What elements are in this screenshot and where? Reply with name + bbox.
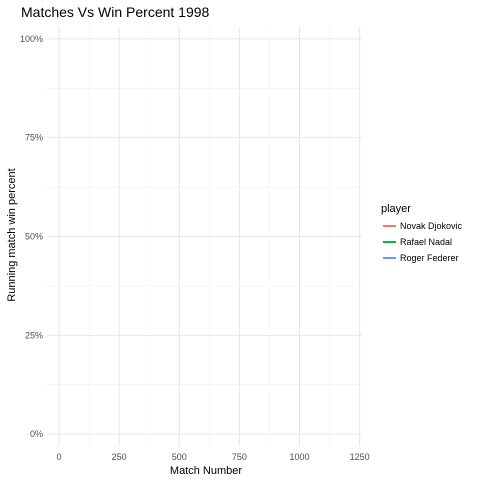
legend-label: Rafael Nadal — [400, 237, 452, 247]
y-tick-label: 25% — [25, 330, 43, 340]
x-tick-labels: 0 250 500 750 1000 1250 — [57, 452, 370, 462]
x-tick-label: 1250 — [350, 452, 370, 462]
legend-item: Rafael Nadal — [381, 235, 452, 249]
legend-label: Novak Djokovic — [400, 221, 463, 231]
y-tick-label: 75% — [25, 133, 43, 143]
x-tick-label: 0 — [57, 452, 62, 462]
y-tick-label: 100% — [20, 34, 43, 44]
y-axis-title: Running match win percent — [6, 168, 18, 301]
x-axis-title: Match Number — [170, 465, 242, 477]
x-tick-label: 250 — [112, 452, 127, 462]
grid-lines — [47, 27, 362, 446]
legend: player Novak Djokovic Rafael Nadal Roger F… — [381, 203, 463, 265]
y-tick-label: 0% — [30, 429, 43, 439]
legend-label: Roger Federer — [400, 253, 459, 263]
chart-title: Matches Vs Win Percent 1998 — [21, 4, 210, 20]
x-tick-label: 1000 — [289, 452, 309, 462]
x-tick-label: 500 — [172, 452, 187, 462]
y-tick-label: 50% — [25, 232, 43, 242]
x-tick-label: 750 — [232, 452, 247, 462]
legend-item: Novak Djokovic — [381, 219, 463, 233]
y-tick-labels: 0% 25% 50% 75% 100% — [20, 34, 43, 439]
legend-title: player — [381, 203, 411, 215]
legend-item: Roger Federer — [381, 251, 459, 265]
